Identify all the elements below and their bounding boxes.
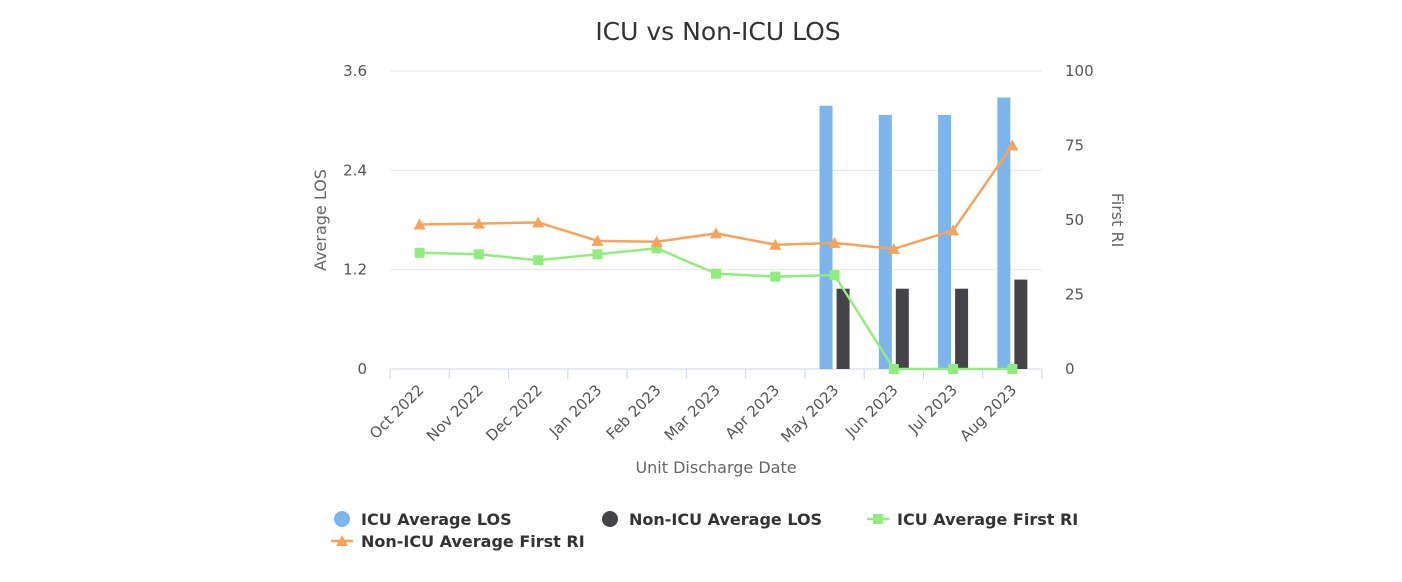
bar-non-icu-average-los — [895, 288, 909, 369]
bar-non-icu-average-los — [955, 288, 969, 369]
point-icu-average-first-ri — [770, 271, 781, 282]
x-tick-label: Jul 2023 — [904, 381, 961, 438]
y-left-tick-label: 3.6 — [343, 62, 367, 80]
line-series — [413, 139, 1019, 374]
point-non-icu-average-first-ri — [472, 217, 485, 229]
legend: ICU Average LOS Non-ICU Average LOS ICU Av… — [331, 510, 1078, 551]
y-right-tick-label: 100 — [1065, 62, 1094, 80]
y-axis-right-title: First RI — [1108, 193, 1127, 248]
point-icu-average-first-ri — [948, 364, 959, 374]
point-non-icu-average-first-ri — [532, 216, 545, 228]
x-tick-label: Oct 2022 — [366, 381, 427, 442]
x-axis-title: Unit Discharge Date — [635, 458, 796, 477]
point-non-icu-average-first-ri — [887, 242, 900, 254]
point-icu-average-first-ri — [888, 364, 899, 374]
x-tick-label: Jun 2023 — [841, 381, 901, 441]
y-axis-left-title: Average LOS — [311, 169, 330, 271]
x-tick-label: Dec 2022 — [482, 381, 546, 445]
x-tick-label: May 2023 — [777, 381, 842, 446]
bar-non-icu-average-los — [836, 288, 850, 369]
bar-series — [819, 97, 1028, 370]
point-icu-average-first-ri — [473, 249, 484, 260]
legend-label: Non-ICU Average LOS — [629, 510, 822, 529]
y-left-tick-label: 1.2 — [343, 261, 367, 279]
point-non-icu-average-first-ri — [828, 236, 841, 248]
legend-symbol — [334, 511, 350, 527]
point-non-icu-average-first-ri — [947, 224, 960, 236]
y-right-tick-label: 0 — [1065, 360, 1075, 378]
legend-symbol — [873, 514, 883, 524]
legend-item: Non-ICU Average First RI — [331, 532, 585, 551]
x-tick-label: Apr 2023 — [722, 381, 783, 442]
y-right-tick-label: 75 — [1065, 137, 1084, 155]
point-icu-average-first-ri — [533, 255, 544, 266]
legend-label: ICU Average First RI — [897, 510, 1078, 529]
legend-item: ICU Average First RI — [867, 510, 1078, 529]
x-tick-label: Nov 2022 — [423, 381, 487, 445]
bar-icu-average-los — [819, 105, 833, 370]
point-non-icu-average-first-ri — [650, 235, 663, 247]
point-non-icu-average-first-ri — [413, 218, 426, 230]
bar-icu-average-los — [938, 114, 952, 369]
y-right-tick-label: 25 — [1065, 286, 1084, 304]
point-icu-average-first-ri — [711, 268, 721, 279]
point-icu-average-first-ri — [651, 243, 662, 254]
point-non-icu-average-first-ri — [1006, 139, 1019, 151]
line-icu-average-first-ri — [419, 247, 1013, 371]
legend-item: ICU Average LOS — [334, 510, 512, 529]
x-tick-label: Mar 2023 — [661, 381, 724, 444]
legend-label: Non-ICU Average First RI — [361, 532, 585, 551]
point-icu-average-first-ri — [592, 249, 603, 260]
legend-item: Non-ICU Average LOS — [602, 510, 822, 529]
legend-label: ICU Average LOS — [361, 510, 512, 529]
bar-non-icu-average-los — [1014, 279, 1028, 369]
x-tick-label: Aug 2023 — [956, 381, 1020, 445]
x-tick-label: Feb 2023 — [603, 381, 665, 443]
point-icu-average-first-ri — [414, 247, 425, 258]
x-tick-label: Jan 2023 — [545, 381, 605, 441]
point-non-icu-average-first-ri — [769, 238, 782, 250]
y-left-tick-label: 2.4 — [343, 161, 367, 179]
y-right-tick-label: 50 — [1065, 211, 1084, 229]
point-non-icu-average-first-ri — [710, 227, 722, 239]
chart-title: ICU vs Non-ICU LOS — [595, 17, 840, 46]
point-icu-average-first-ri — [1007, 364, 1018, 374]
legend-symbol — [602, 511, 618, 527]
y-left-tick-label: 0 — [357, 360, 367, 378]
bar-icu-average-los — [997, 97, 1011, 369]
bar-icu-average-los — [878, 114, 892, 369]
point-non-icu-average-first-ri — [591, 234, 604, 246]
point-icu-average-first-ri — [829, 270, 840, 281]
legend-symbol — [336, 535, 348, 546]
